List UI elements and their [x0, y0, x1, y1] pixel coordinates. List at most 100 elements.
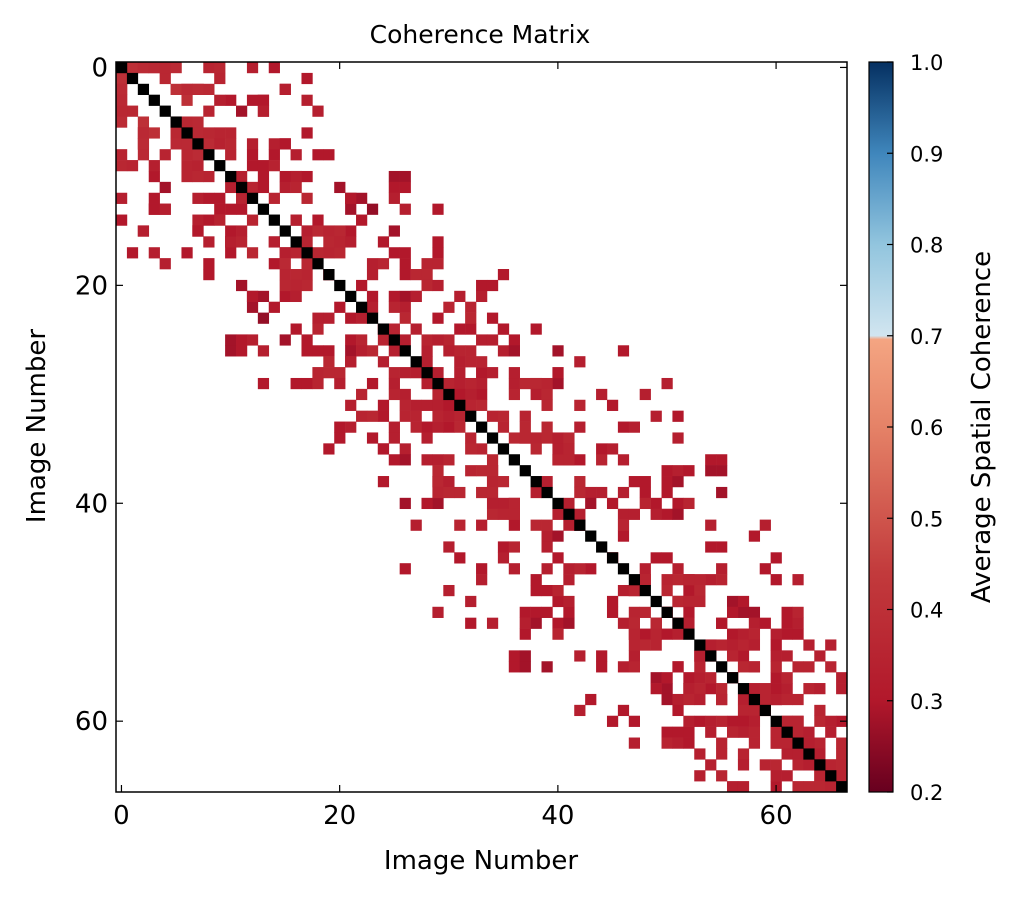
- diagonal-cell: [192, 138, 204, 150]
- heatmap-cell: [443, 486, 455, 499]
- heatmap-cell: [388, 170, 400, 183]
- heatmap-cell: [366, 269, 379, 281]
- heatmap-cell: [399, 497, 411, 510]
- heatmap-cell: [421, 269, 433, 281]
- heatmap-cell: [465, 301, 477, 313]
- heatmap-cell: [366, 203, 379, 215]
- heatmap-cell: [301, 236, 313, 248]
- diagonal-cell: [421, 367, 433, 379]
- heatmap-cell: [148, 127, 160, 139]
- heatmap-cell: [476, 334, 488, 346]
- heatmap-cell: [541, 399, 553, 411]
- diagonal-cell: [301, 247, 313, 259]
- heatmap-cell: [181, 94, 193, 106]
- diagonal-cell: [246, 192, 259, 204]
- heatmap-cell: [159, 181, 171, 194]
- heatmap-cell: [770, 759, 782, 771]
- heatmap-cell: [530, 519, 542, 531]
- heatmap-cell: [803, 661, 815, 673]
- diagonal-cell: [236, 181, 248, 194]
- heatmap-cell: [203, 269, 215, 281]
- heatmap-cell: [334, 247, 346, 259]
- heatmap-cell: [563, 443, 575, 455]
- heatmap-cell: [421, 377, 433, 390]
- heatmap-cell: [705, 541, 717, 553]
- diagonal-cell: [617, 563, 630, 575]
- y-tick-label: 60: [75, 707, 108, 737]
- diagonal-cell: [814, 759, 826, 771]
- heatmap-cell: [672, 508, 684, 520]
- diagonal-cell: [770, 715, 782, 727]
- y-tick-label: 20: [75, 271, 108, 301]
- diagonal-cell: [345, 290, 357, 303]
- heatmap-cell: [508, 334, 520, 346]
- heatmap-cell: [126, 105, 139, 117]
- heatmap-cell: [410, 290, 422, 303]
- heatmap-cell: [716, 563, 728, 575]
- heatmap-cell: [192, 116, 204, 128]
- heatmap-cell: [246, 160, 259, 172]
- heatmap-cell: [803, 639, 815, 651]
- heatmap-cell: [781, 672, 793, 684]
- heatmap-cell: [279, 279, 291, 292]
- heatmap-cell: [486, 508, 499, 520]
- heatmap-cell: [246, 149, 259, 161]
- heatmap-cell: [181, 83, 193, 95]
- heatmap-cell: [737, 726, 750, 738]
- heatmap-cell: [454, 290, 466, 303]
- heatmap-cell: [432, 388, 444, 401]
- heatmap-cell: [454, 421, 466, 433]
- heatmap-cell: [366, 301, 379, 313]
- heatmap-cell: [617, 530, 630, 542]
- heatmap-cell: [661, 693, 673, 706]
- heatmap-cell: [574, 454, 586, 466]
- heatmap-cell: [541, 432, 553, 444]
- heatmap-cell: [792, 617, 804, 629]
- heatmap-cell: [563, 454, 575, 466]
- heatmap-cell: [486, 312, 499, 324]
- diagonal-cell: [672, 617, 684, 629]
- y-axis-label: Image Number: [22, 329, 52, 523]
- heatmap-cell: [486, 454, 499, 466]
- heatmap-cell: [508, 388, 520, 401]
- heatmap-cell: [574, 399, 586, 411]
- heatmap-cell: [246, 94, 259, 106]
- heatmap-cell: [257, 105, 270, 117]
- heatmap-cell: [432, 334, 444, 346]
- heatmap-cell: [716, 748, 728, 760]
- x-tick-label: 60: [760, 801, 793, 831]
- heatmap-cell: [345, 192, 357, 204]
- heatmap-cell: [203, 258, 215, 270]
- heatmap-cell: [585, 497, 597, 510]
- heatmap-cell: [399, 301, 411, 313]
- heatmap-cell: [541, 661, 553, 673]
- diagonal-cell: [716, 661, 728, 673]
- heatmap-cell: [814, 704, 826, 717]
- diagonal-cell: [726, 672, 739, 684]
- diagonal-cell: [148, 94, 160, 106]
- heatmap-cell: [814, 748, 826, 760]
- heatmap-cell: [541, 388, 553, 401]
- heatmap-cell: [421, 258, 433, 270]
- heatmap-cell: [519, 606, 531, 618]
- heatmap-cell: [421, 454, 433, 466]
- heatmap-cell: [159, 203, 171, 215]
- heatmap-cell: [225, 127, 237, 139]
- heatmap-cell: [432, 421, 444, 433]
- heatmap-cell: [672, 563, 684, 575]
- heatmap-cell: [639, 639, 651, 651]
- heatmap-cell: [192, 214, 204, 226]
- heatmap-cell: [246, 247, 259, 259]
- heatmap-cell: [617, 486, 630, 499]
- heatmap-cell: [639, 476, 651, 488]
- heatmap-cell: [661, 465, 673, 477]
- heatmap-cell: [170, 62, 182, 74]
- heatmap-cell: [410, 399, 422, 411]
- heatmap-cell: [781, 715, 793, 727]
- heatmap-cell: [203, 214, 215, 226]
- heatmap-cell: [236, 203, 248, 215]
- heatmap-cell: [192, 83, 204, 95]
- heatmap-cell: [323, 367, 335, 379]
- heatmap-cell: [552, 617, 564, 629]
- heatmap-cell: [312, 377, 324, 390]
